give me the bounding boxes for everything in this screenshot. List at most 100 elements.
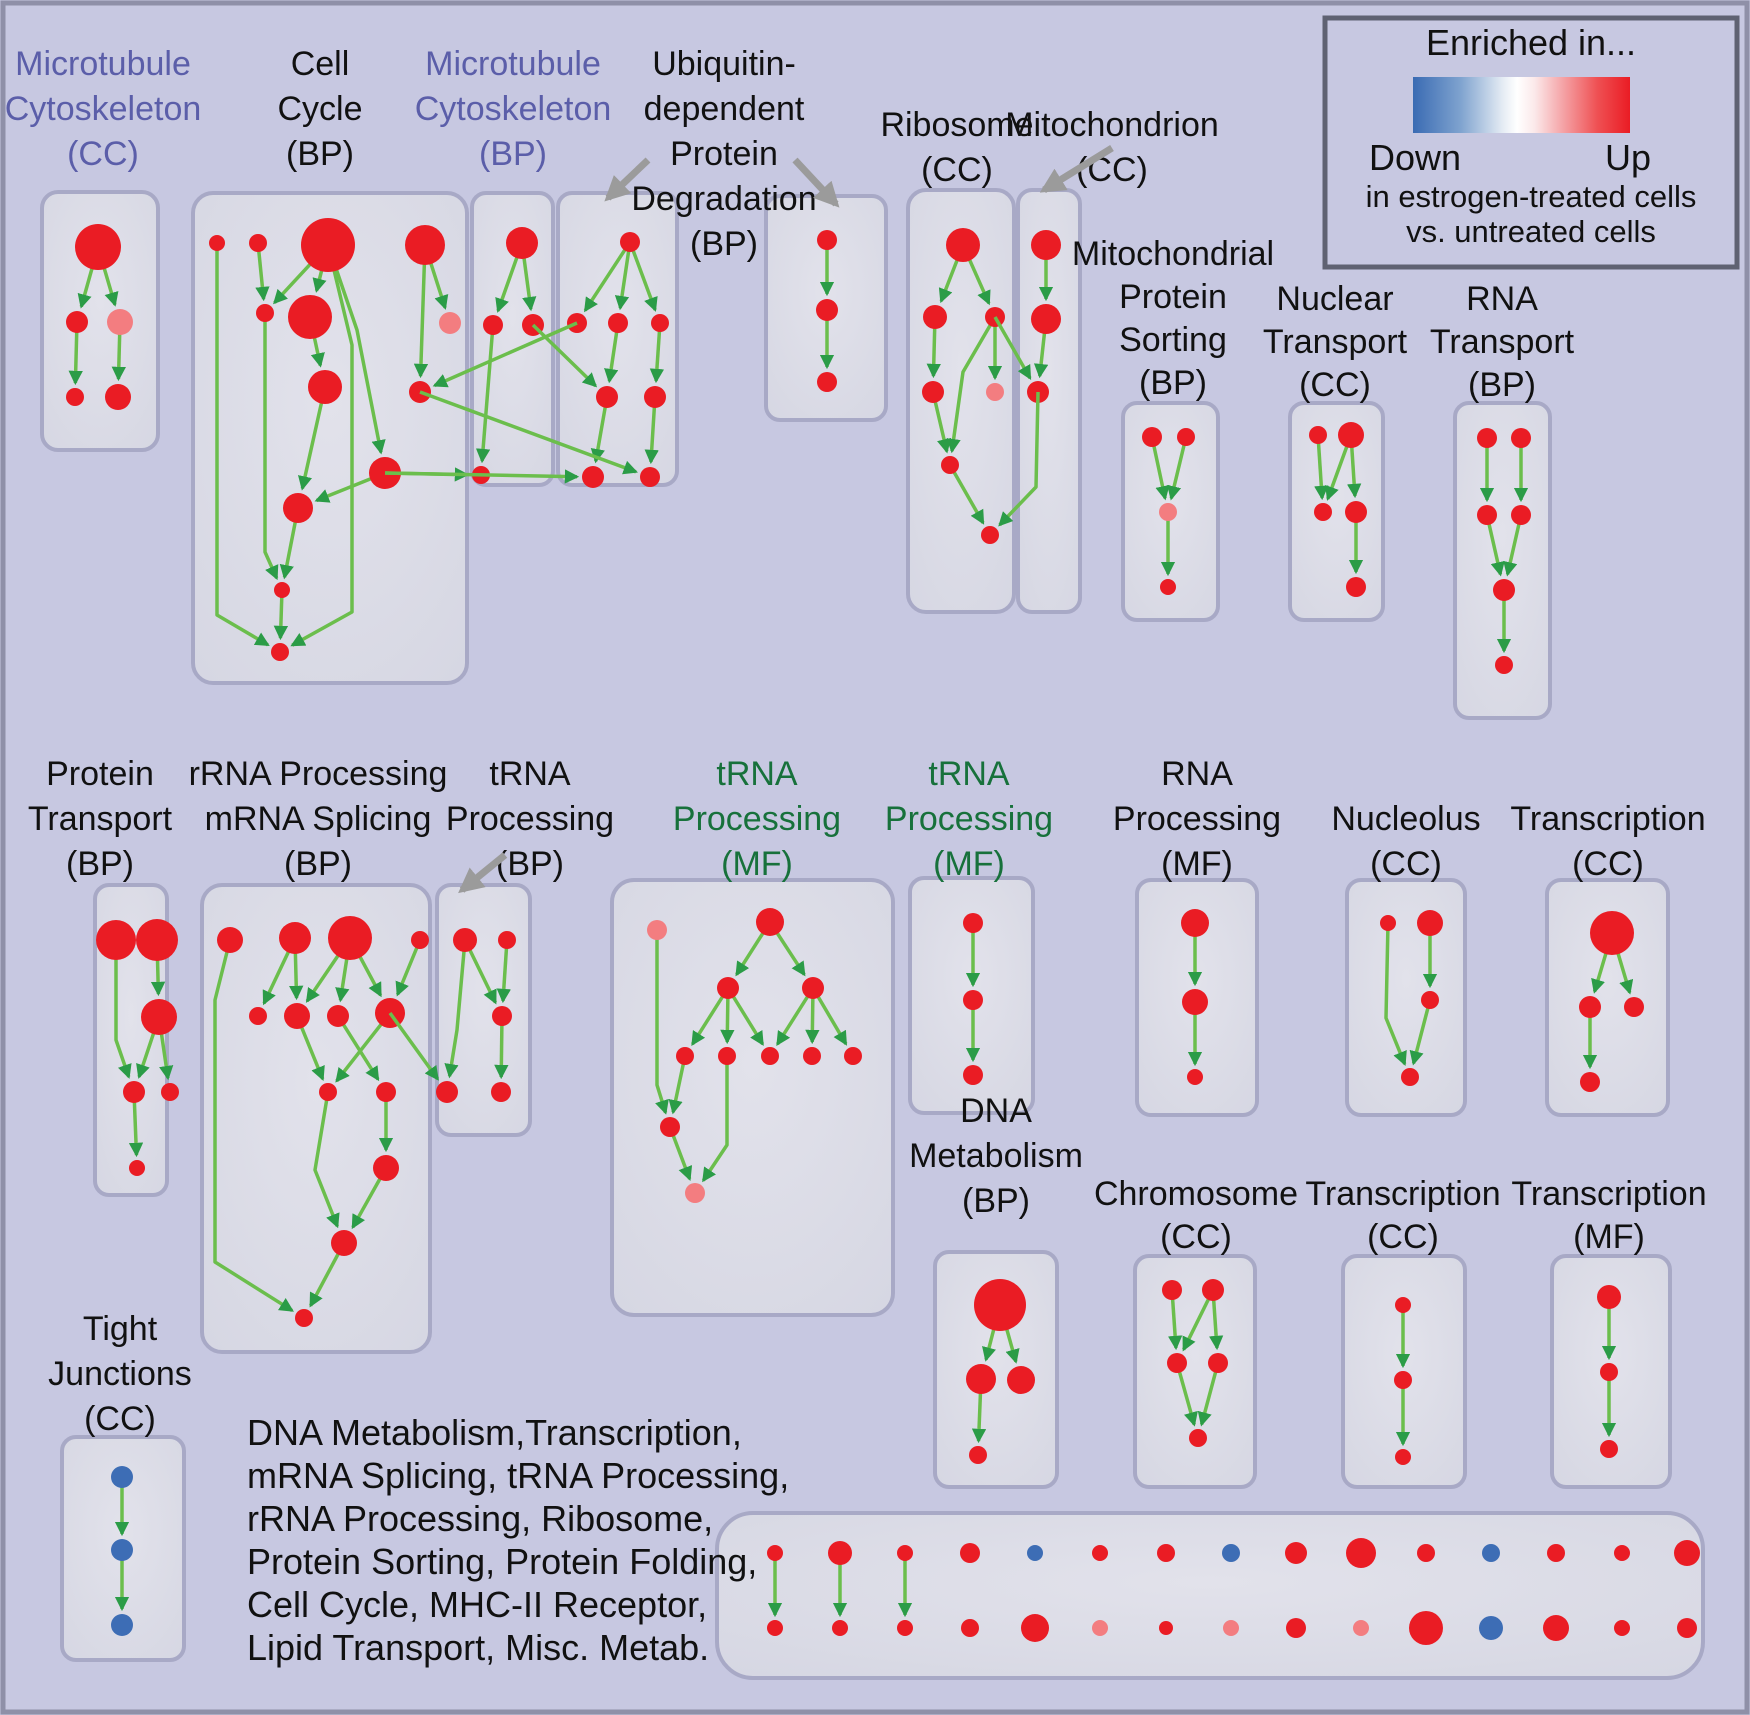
node-trna_mf_big-w0: [647, 920, 667, 940]
rnat-box: [1453, 401, 1552, 720]
edge-arrow: [993, 316, 1032, 380]
node-cell_cycle-h: [308, 370, 342, 404]
node-chromosome-c5: [1189, 1429, 1207, 1447]
note-line-5: Cell Cycle, MHC-II Receptor,: [247, 1584, 707, 1625]
node-tr_cc_mid-z3: [1624, 997, 1644, 1017]
edge-arrow: [298, 386, 327, 491]
node-tr_mf-f1: [1597, 1285, 1621, 1309]
node-ribosome-t: [946, 228, 980, 262]
trna_mf_big-box: [610, 878, 895, 1317]
edge-arrow: [691, 987, 730, 1046]
node-trna_mf_big-w4: [676, 1047, 694, 1065]
node-cell_cycle-k: [283, 493, 313, 523]
node-nt-n4: [1345, 501, 1367, 523]
pt-box: [93, 883, 169, 1197]
label-microtubule-cytoskeleton-cc-line-2: Cytoskeleton: [5, 90, 202, 128]
node-mt_cc-a: [75, 224, 121, 270]
node-rnat-r6: [1495, 656, 1513, 674]
group-ub_b: [764, 194, 888, 422]
node-misc-mt15: [1674, 1540, 1700, 1566]
node-cell_cycle-l: [274, 582, 290, 598]
node-rrna-q10: [376, 1082, 396, 1102]
edge-arrow: [628, 241, 658, 312]
node-rnat-r5: [1493, 579, 1515, 601]
label-trna-processing-mf-1-line-3: (MF): [721, 845, 793, 883]
node-rrna-q7: [327, 1005, 349, 1027]
node-misc-mb8: [1223, 1620, 1239, 1636]
label-rrna-mrna-bp-line-1: rRNA Processing: [189, 755, 448, 793]
legend-up-label: Up: [1605, 137, 1651, 178]
node-cell_cycle-b: [249, 234, 267, 252]
node-misc-mb2: [832, 1620, 848, 1636]
node-rna_mf-x2: [1182, 989, 1208, 1015]
legend-title: Enriched in...: [1426, 22, 1636, 63]
node-trna_bp-tb2: [491, 1082, 511, 1102]
mt_bp-box: [470, 191, 555, 487]
edge-arrow: [215, 243, 270, 647]
node-misc-mb1: [767, 1620, 783, 1636]
edge-arrow: [336, 1015, 380, 1082]
edge-arrow: [432, 321, 578, 388]
label-dna-metabolism-bp-line-1: DNA: [960, 1092, 1032, 1130]
label-chromosome-cc-line-1: Chromosome: [1094, 1175, 1298, 1213]
label-trna-processing-bp-line-3: (BP): [496, 845, 564, 883]
node-misc-mb13: [1543, 1615, 1569, 1641]
edge-arrow: [1150, 436, 1170, 501]
node-ub_b-u1: [817, 230, 837, 250]
edge-arrow: [1409, 999, 1432, 1066]
label-trna-processing-bp-line-1: tRNA: [489, 755, 571, 793]
misc-note-block: DNA Metabolism,Transcription,mRNA Splici…: [247, 1412, 789, 1668]
node-mt_cc-c: [107, 309, 133, 335]
label-chromosome-cc-line-2: (CC): [1160, 1218, 1232, 1256]
label-mitochondrion-cc-line-1: Mitochondrion: [1005, 106, 1219, 144]
node-misc-mt14: [1614, 1545, 1630, 1561]
edge-arrow: [1384, 922, 1407, 1067]
edge-arrow: [388, 1011, 440, 1081]
label-protein-transport-bp-line-1: Protein: [46, 755, 154, 793]
node-cell_cycle-c: [301, 218, 355, 272]
label-ribosome-cc-line-1: Ribosome: [880, 106, 1033, 144]
edge-arrow: [475, 324, 495, 464]
group-mps: [1121, 401, 1220, 622]
label-mito-protein-sorting-bp-line-3: Sorting: [1119, 321, 1227, 359]
node-ub_a-t: [620, 232, 640, 252]
node-trna_mf_big-w7: [803, 1047, 821, 1065]
node-cell_cycle-m: [271, 643, 289, 661]
note-line-4: Protein Sorting, Protein Folding,: [247, 1541, 757, 1582]
node-ribosome-l1: [923, 305, 947, 329]
node-tight_junctions-j3: [111, 1614, 133, 1636]
node-mito-m1: [1031, 230, 1061, 260]
node-rna_mf-x1: [1181, 909, 1209, 937]
node-rrna-q3: [328, 916, 372, 960]
node-tr_cc_bot-e3: [1395, 1449, 1411, 1465]
node-ub_a-m1: [596, 386, 618, 408]
node-mps-sp: [1159, 503, 1177, 521]
node-cell_cycle-a: [209, 235, 225, 251]
edge-arrow: [614, 241, 632, 311]
group-nucleolus: [1345, 878, 1467, 1117]
node-nt-n5: [1346, 577, 1366, 597]
node-mps-s3: [1160, 579, 1176, 595]
node-trna_mf_big-w10: [685, 1183, 705, 1203]
node-rrna-q1: [217, 927, 243, 953]
node-ub_b-u2: [816, 299, 838, 321]
node-mps-s1: [1142, 427, 1162, 447]
chromosome-box: [1133, 1254, 1257, 1489]
node-misc-mt13: [1547, 1544, 1565, 1562]
label-transcription-cc-mid-line-2: (CC): [1572, 845, 1644, 883]
label-ubiquitin-bp-line-4: Degradation: [631, 180, 816, 218]
node-misc-mt9: [1285, 1542, 1307, 1564]
diagram-layer: Microtubule Cytoskeleton (CC) Cell Cycle (BP)…: [5, 45, 1707, 1680]
legend: Enriched in... Down Up in estrogen-treat…: [1322, 15, 1740, 270]
label-rna-transport-bp-line-2: Transport: [1430, 323, 1575, 361]
group-mt_cc: [40, 190, 160, 452]
node-pt-pb1: [123, 1081, 145, 1103]
note-line-1: DNA Metabolism,Transcription,: [247, 1412, 742, 1453]
group-nt: [1288, 401, 1385, 622]
node-trna_bp-tm: [492, 1006, 512, 1026]
group-mito: [1016, 188, 1082, 614]
node-rnat-r4: [1511, 505, 1531, 525]
group-dna_met: [933, 1250, 1059, 1489]
edge-arrow: [326, 244, 386, 455]
